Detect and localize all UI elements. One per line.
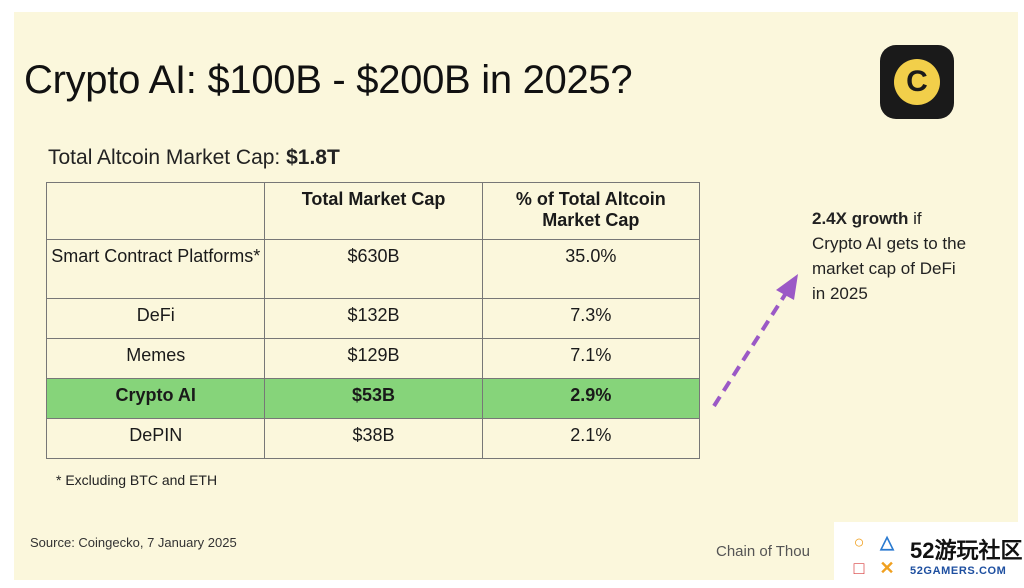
table-row: DeFi $132B 7.3% [45, 298, 701, 339]
watermark: ○ △ □ ✕ 52游玩社区 52GAMERS.COM [834, 522, 1024, 588]
market-cap-table: Total Market Cap % of Total Altcoin Mark… [45, 182, 701, 459]
arrow-shaft [712, 288, 790, 408]
row-pct: 7.3% [481, 298, 701, 339]
row-pct: 2.1% [481, 418, 701, 459]
row-cap: $129B [264, 338, 483, 379]
growth-rest: if Crypto AI gets to the market cap of D… [812, 209, 967, 303]
growth-annotation: 2.4X growth if Crypto AI gets to the mar… [812, 206, 972, 306]
table-header-row: Total Market Cap % of Total Altcoin Mark… [45, 182, 701, 240]
watermark-subtitle: 52GAMERS.COM [910, 565, 1007, 577]
header-pct-altcoin: % of Total Altcoin Market Cap [481, 182, 701, 240]
coin-icon: C [894, 59, 940, 105]
row-pct: 7.1% [481, 338, 701, 379]
watermark-title: 52游玩社区 [910, 538, 1023, 563]
row-cap: $38B [264, 418, 483, 459]
slide-title: Crypto AI: $100B - $200B in 2025? [24, 58, 633, 102]
arrow-head [776, 274, 798, 300]
row-name: DePIN [45, 418, 266, 459]
row-name: Crypto AI [45, 378, 266, 419]
chain-of-thought-logo: C [880, 45, 954, 119]
dashed-arrow-icon [712, 274, 798, 408]
table-row: DePIN $38B 2.1% [45, 418, 701, 459]
triangle-icon: △ [880, 531, 894, 552]
row-name: Smart Contract Platforms* [45, 239, 266, 299]
circle-icon: ○ [853, 531, 865, 552]
row-name: DeFi [45, 298, 266, 339]
brand-text: Chain of Thou [716, 543, 810, 560]
square-icon: □ [853, 557, 865, 578]
row-name: Memes [45, 338, 266, 379]
subtitle-label: Total Altcoin Market Cap: [48, 146, 287, 169]
growth-bold: 2.4X growth [812, 209, 909, 228]
table-row: Smart Contract Platforms* $630B 35.0% [45, 239, 701, 299]
row-pct: 2.9% [481, 378, 701, 419]
header-total-market-cap: Total Market Cap [264, 182, 483, 240]
source-note: Source: Coingecko, 7 January 2025 [30, 535, 237, 550]
table-row: Memes $129B 7.1% [45, 338, 701, 379]
header-empty [45, 182, 266, 240]
footnote: * Excluding BTC and ETH [56, 472, 218, 488]
total-altcoin-market-cap: Total Altcoin Market Cap: $1.8T [48, 146, 340, 170]
cross-icon: ✕ [879, 557, 895, 578]
watermark-icons: ○ △ □ ✕ [848, 531, 900, 579]
row-cap: $630B [264, 239, 483, 299]
table-row-highlighted: Crypto AI $53B 2.9% [45, 378, 701, 419]
row-pct: 35.0% [481, 239, 701, 299]
subtitle-value: $1.8T [286, 146, 340, 169]
row-cap: $132B [264, 298, 483, 339]
row-cap: $53B [264, 378, 483, 419]
watermark-text: 52游玩社区 52GAMERS.COM [910, 533, 1022, 577]
